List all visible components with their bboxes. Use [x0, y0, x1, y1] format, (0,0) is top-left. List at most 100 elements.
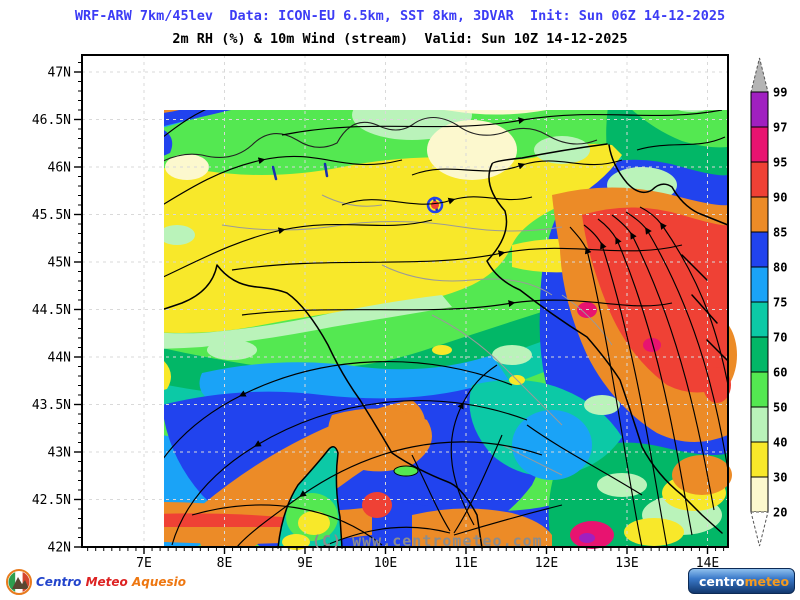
colorbar-segment [750, 371, 769, 408]
lon-axis-label: 12E [535, 556, 558, 571]
rh-region [207, 340, 257, 360]
model-init-title: WRF-ARW 7km/45lev Data: ICON-EU 6.5km, S… [74, 8, 726, 24]
streamline [450, 364, 498, 526]
logo-word: Aquesio [131, 575, 187, 589]
national-border [164, 116, 598, 162]
colorbar-overflow-bottom [750, 511, 769, 547]
lon-axis-label: 13E [615, 556, 638, 571]
rh-region [444, 110, 547, 115]
rh-region [703, 367, 731, 403]
colorbar-segment [750, 231, 769, 268]
rh-region [643, 338, 661, 352]
colorbar-segment [750, 161, 769, 198]
lon-axis-label: 14E [696, 556, 719, 571]
colorbar-label: 40 [773, 436, 787, 450]
colorbar-label: 95 [773, 156, 787, 170]
centro-meteo-aquesio-logo[interactable]: Centro Meteo Aquesio [6, 569, 186, 595]
rh-region [82, 124, 160, 149]
admin-boundary [381, 264, 553, 296]
streamline [411, 454, 451, 532]
rh-region [164, 225, 195, 245]
colorbar-label: 90 [773, 191, 787, 205]
lat-axis-label: 46N [48, 161, 71, 176]
rh-region [672, 455, 732, 495]
lat-axis-label: 43N [48, 446, 71, 461]
rh-region [412, 508, 552, 548]
lat-axis-label: 45.5N [32, 208, 71, 223]
streamline [164, 219, 433, 278]
rh-region [579, 533, 595, 543]
lat-axis-label: 44.5N [32, 303, 71, 318]
logo-word: meteo [744, 573, 790, 589]
streamline [526, 424, 643, 496]
rh-region [164, 361, 171, 390]
coastline [681, 254, 728, 361]
rh-region [164, 513, 312, 527]
streamline [639, 206, 729, 386]
streamline [164, 361, 513, 459]
garda-high-rh-ring [426, 196, 444, 214]
map-borders [117, 116, 729, 549]
map-frame [81, 54, 729, 548]
streamline [597, 218, 693, 536]
lat-axis-label: 42.5N [32, 493, 71, 508]
admin-boundary [431, 314, 563, 426]
rh-region [199, 58, 209, 68]
logo-word: Centro [36, 575, 82, 589]
admin-boundary [321, 194, 383, 207]
streamline [164, 155, 403, 205]
colorbar-label: 70 [773, 331, 787, 345]
lon-axis-label: 9E [297, 556, 313, 571]
streamline [191, 504, 383, 546]
streamline [583, 224, 668, 548]
streamline [569, 226, 643, 548]
rh-region [164, 110, 180, 113]
rh-colorbar: 99 97 95 90 85 80 75 70 60 50 40 30 20 [750, 57, 787, 547]
streamline [236, 441, 543, 548]
watermark: (C) www.centrometeo.com [312, 532, 543, 550]
lat-axis-label: 47N [48, 66, 71, 81]
wind-streamlines [164, 110, 729, 548]
rh-region [82, 157, 132, 171]
rh-region [662, 60, 698, 82]
rh-region [654, 55, 706, 87]
rh-region [678, 110, 706, 112]
colorbar-segment [750, 126, 769, 163]
colorbar-label: 99 [773, 86, 787, 100]
lon-axis-label: 11E [454, 556, 477, 571]
colorbar-label: 30 [773, 471, 787, 485]
national-border [117, 150, 137, 385]
colorbar-label: 75 [773, 296, 787, 310]
lat-axis-label: 46.5N [32, 113, 71, 128]
centrometeo-logo[interactable]: centrometeo [688, 568, 795, 594]
lon-axis-label: 8E [217, 556, 233, 571]
rh-region [492, 345, 532, 365]
rh-region [647, 53, 717, 81]
rh-region [328, 408, 432, 472]
admin-boundary [501, 444, 563, 476]
field-valid-title: 2m RH (%) & 10m Wind (stream) Valid: Sun… [172, 31, 628, 47]
colorbar-label: 20 [773, 506, 787, 520]
colorbar-segment [750, 196, 769, 233]
streamline [453, 434, 503, 534]
colorbar-segment [750, 91, 769, 128]
rh-region [298, 511, 330, 535]
colorbar-label: 60 [773, 366, 787, 380]
streamline [171, 400, 528, 546]
streamline [231, 244, 683, 271]
lake-maggiore [271, 165, 278, 181]
rh-region [427, 120, 517, 180]
logo-word: Meteo [85, 575, 128, 589]
rh-region [82, 143, 154, 161]
lon-axis-label: 7E [136, 556, 152, 571]
rh-region [164, 110, 232, 126]
logo-word: centro [699, 573, 745, 589]
streamline [411, 159, 623, 176]
colorbar-segment [750, 476, 769, 513]
rh-region [132, 93, 152, 103]
rh-region [624, 518, 684, 546]
coastline [608, 144, 729, 226]
streamline [636, 136, 726, 151]
colorbar-segment [750, 301, 769, 338]
